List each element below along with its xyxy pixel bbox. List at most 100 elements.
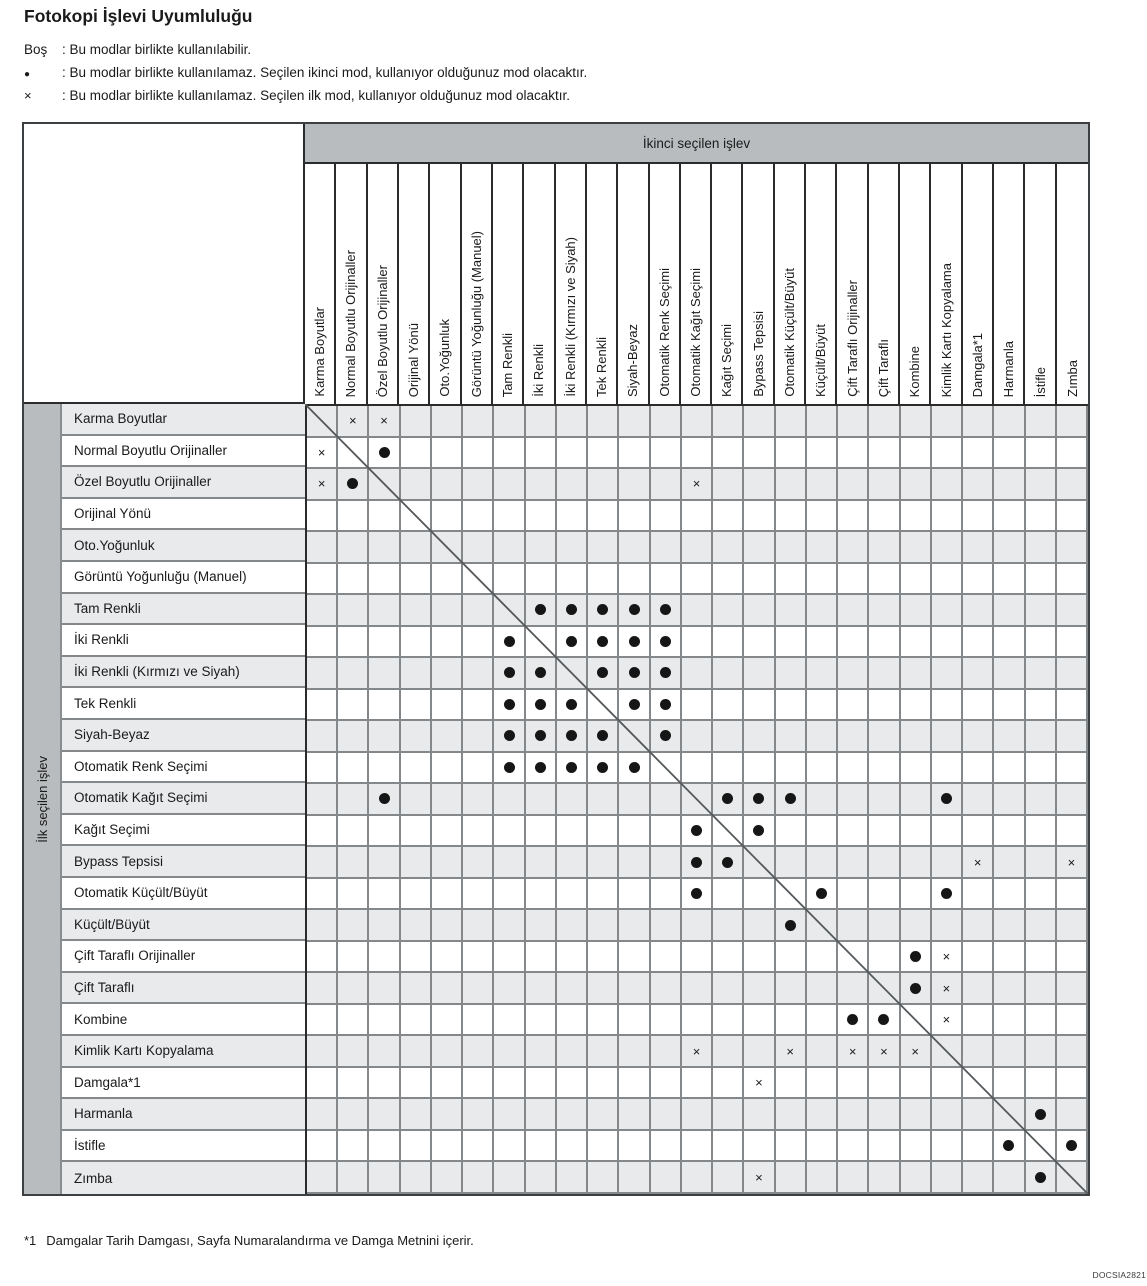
matrix-cell <box>963 815 995 848</box>
column-header-label: Damgala*1 <box>969 332 985 397</box>
dot-marker <box>628 761 640 773</box>
matrix-cell <box>1056 563 1088 596</box>
matrix-cell <box>994 973 1026 1005</box>
matrix-cell <box>931 626 964 659</box>
matrix-cell <box>1056 815 1088 848</box>
matrix-cell: × <box>869 1036 901 1068</box>
matrix-cell <box>931 658 964 690</box>
matrix-cell <box>931 721 964 753</box>
matrix-cell <box>525 910 557 942</box>
matrix-cell <box>713 1162 745 1194</box>
column-header: Çift Taraflı <box>868 164 901 404</box>
matrix-cell <box>713 658 745 690</box>
matrix-cell <box>463 847 495 879</box>
matrix-cell <box>463 973 495 1005</box>
matrix-cell <box>307 500 339 533</box>
legend-item: × : Bu modlar birlikte kullanılamaz. Seç… <box>24 88 587 111</box>
second-function-header: İkinci seçilen işlev <box>305 124 1088 164</box>
matrix-cell <box>775 973 807 1005</box>
matrix-cell <box>931 878 964 911</box>
row-label: Özel Boyutlu Orijinaller <box>62 467 305 499</box>
matrix-cell <box>463 437 495 470</box>
matrix-cell <box>713 1130 745 1163</box>
matrix-cell: × <box>838 1036 870 1068</box>
matrix-cell <box>931 847 964 879</box>
matrix-cell <box>431 941 464 974</box>
matrix-cell <box>963 752 995 785</box>
column-header-label: Karma Boyutlar <box>312 307 328 397</box>
matrix-cell <box>650 1099 682 1131</box>
column-header-label: Kağıt Seçimi <box>719 324 735 397</box>
column-header-label: İstifle <box>1032 366 1048 397</box>
matrix-cell <box>463 878 495 911</box>
matrix-cell <box>838 847 870 879</box>
matrix-cell <box>931 1067 964 1100</box>
row-label: Çift Taraflı <box>62 972 305 1005</box>
matrix-cell <box>400 941 432 974</box>
matrix-cell <box>369 941 401 974</box>
matrix-cell <box>619 941 651 974</box>
matrix-cell <box>556 1130 589 1163</box>
matrix-cell <box>431 847 464 879</box>
matrix-cell <box>307 595 339 627</box>
matrix-cell <box>713 910 745 942</box>
matrix-cell <box>369 658 401 690</box>
matrix-cell <box>556 1036 589 1068</box>
matrix-cell <box>556 815 589 848</box>
matrix-cell <box>307 1004 339 1037</box>
matrix-cell <box>463 721 495 753</box>
matrix-cell <box>806 878 839 911</box>
matrix-cell <box>556 878 589 911</box>
matrix-cell <box>713 1004 745 1037</box>
matrix-cell <box>556 563 589 596</box>
matrix-cell <box>525 437 557 470</box>
matrix-cell <box>463 941 495 974</box>
first-function-header: İlk seçilen işlev <box>24 404 62 1194</box>
row-label: Harmanla <box>62 1099 305 1131</box>
matrix-cell <box>1025 973 1057 1005</box>
matrix-cell <box>619 1162 651 1194</box>
matrix-cell <box>900 563 932 596</box>
row-label: Kağıt Seçimi <box>62 814 305 847</box>
column-header-label: Tek Renkli <box>594 337 610 397</box>
matrix-cell <box>900 878 932 911</box>
matrix-cell <box>525 532 557 564</box>
matrix-cell <box>338 1067 370 1100</box>
column-header-label: İki Renkli (Kırmızı ve Siyah) <box>562 237 578 397</box>
matrix-cell <box>494 752 526 785</box>
dot-marker <box>909 982 921 994</box>
matrix-cell <box>931 815 964 848</box>
matrix-cell <box>431 1036 464 1068</box>
matrix-cell <box>838 878 870 911</box>
matrix-cell <box>463 689 495 722</box>
dot-marker <box>659 635 671 647</box>
matrix-cell <box>994 1162 1026 1194</box>
matrix-cell <box>1025 784 1057 816</box>
matrix-cell <box>1056 1036 1088 1068</box>
matrix-cell <box>494 1130 526 1163</box>
matrix-cell <box>931 437 964 470</box>
matrix-cell <box>619 910 651 942</box>
matrix-cell <box>681 878 714 911</box>
matrix-cell <box>869 658 901 690</box>
matrix-cell <box>400 500 432 533</box>
matrix-cell <box>588 1004 620 1037</box>
matrix-cell <box>900 1004 932 1037</box>
matrix-cell <box>1025 500 1057 533</box>
matrix-cell <box>556 500 589 533</box>
column-header: Görüntü Yoğunluğu (Manuel) <box>461 164 493 404</box>
compatibility-table: İkinci seçilen işlev Karma Boyutlar Norma… <box>22 122 1090 1196</box>
matrix-cell <box>588 752 620 785</box>
matrix-cell <box>650 973 682 1005</box>
matrix-cell <box>963 658 995 690</box>
matrix-cell <box>775 784 807 816</box>
matrix-cell <box>744 500 776 533</box>
row-label: Bypass Tepsisi <box>62 846 305 878</box>
matrix-cell <box>369 784 401 816</box>
matrix-cell <box>494 1099 526 1131</box>
matrix-cell <box>307 406 339 438</box>
matrix-cell <box>307 973 339 1005</box>
matrix-cell <box>869 1130 901 1163</box>
matrix-cell <box>307 752 339 785</box>
matrix-cell <box>307 689 339 722</box>
